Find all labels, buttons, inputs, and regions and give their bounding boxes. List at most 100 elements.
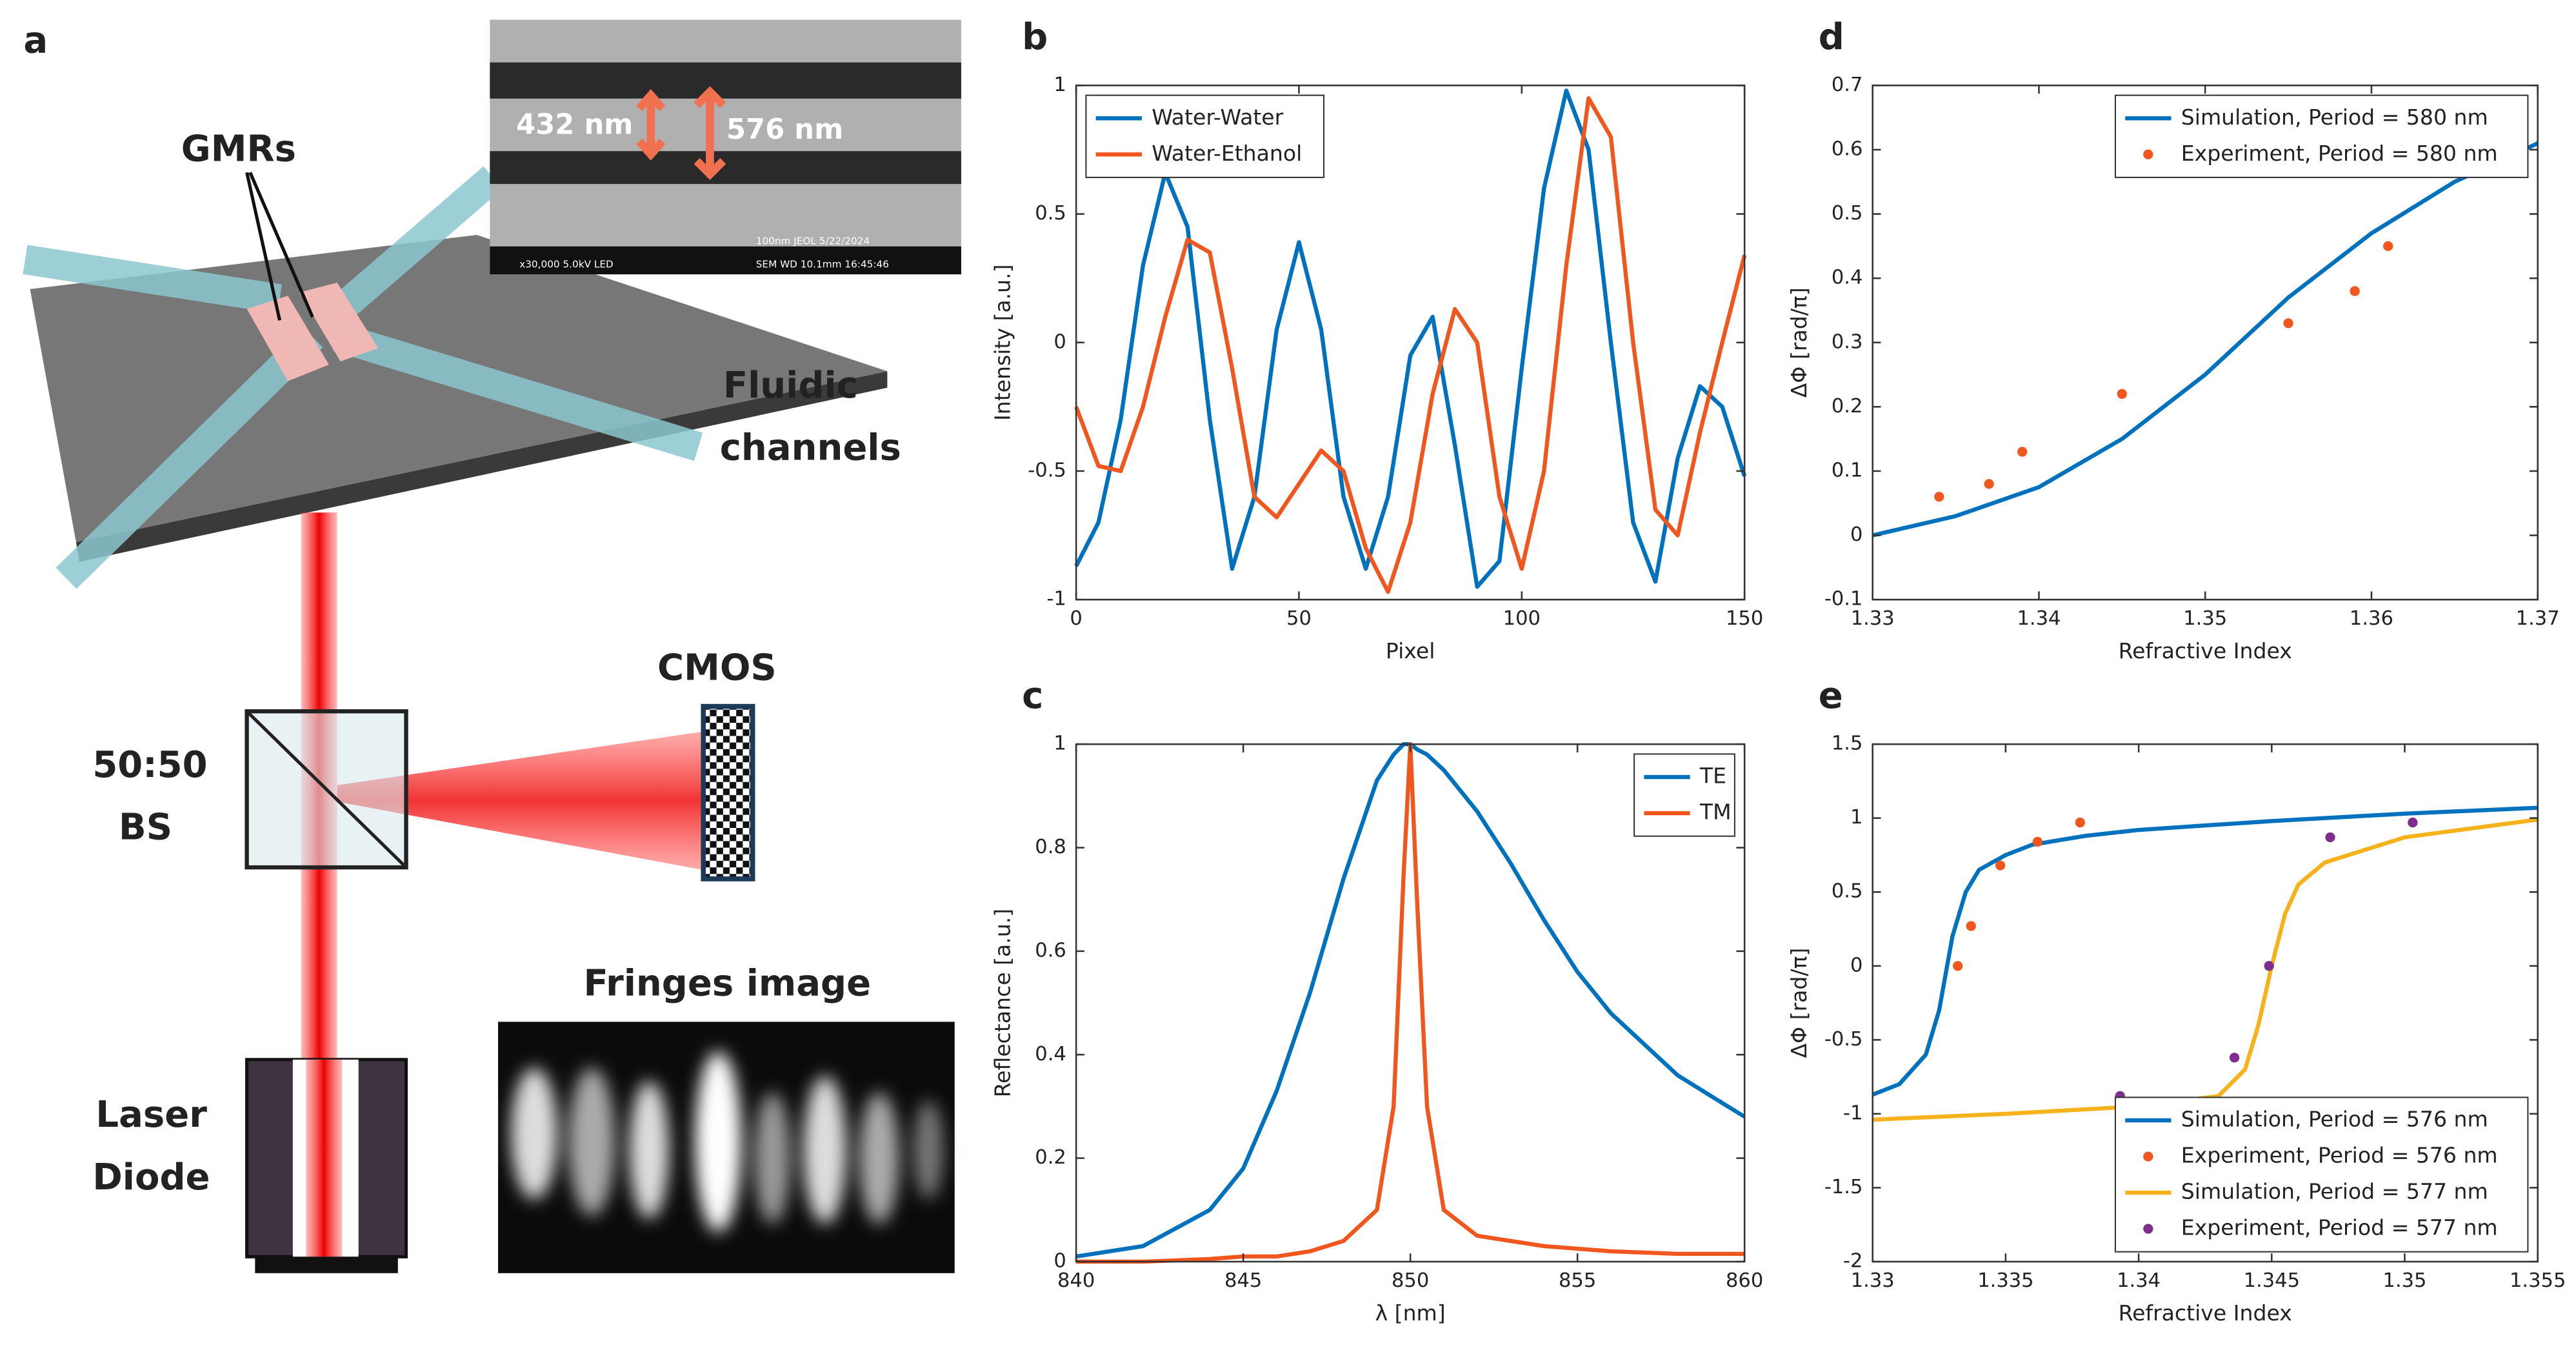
y-tick-label: -1.5: [1824, 1176, 1863, 1198]
x-tick-label: 150: [1726, 607, 1763, 630]
legend: Simulation, Period = 580 nm Experiment, P…: [2114, 94, 2529, 178]
x-tick-label: 1.33: [1851, 607, 1895, 630]
legend-marker: [2143, 149, 2153, 159]
plot: 840 845 850 855 860 0 0.2 0.4 0.6 0.8 1c λ [nm] Refl…: [990, 675, 1764, 1326]
y-tick-label: 1: [1053, 74, 1066, 96]
data-point: [2325, 832, 2335, 843]
plot: 0 50 100 150 -1 -0.5 0 0.5 1b Pixel Intensity [a.u…: [990, 16, 1764, 663]
data-point: [1966, 921, 1976, 931]
arrow: [245, 172, 282, 321]
x-tick-label: 1.34: [2117, 1269, 2161, 1292]
sem-text: x30,000 5.0kV LED: [519, 258, 614, 270]
data-point: [2032, 836, 2043, 847]
legend-label: Water-Ethanol: [1152, 141, 1302, 166]
panel-label: c: [1022, 675, 1043, 717]
y-tick-label: 0.3: [1832, 330, 1863, 353]
x-tick-label: 1.33: [1851, 1269, 1895, 1292]
gmrs-label: GMRs: [181, 128, 296, 170]
data-point: [2383, 241, 2393, 251]
sem-groove: [490, 62, 961, 99]
y-tick-label: 0.8: [1035, 836, 1066, 858]
legend-label: Simulation, Period = 580 nm: [2181, 105, 2488, 130]
legend-marker: [2143, 1224, 2153, 1234]
arrow: [694, 86, 726, 180]
y-tick-label: 0: [1850, 954, 1862, 976]
y-tick-label: 0: [1850, 523, 1862, 546]
x-tick-label: 1.35: [2183, 607, 2227, 630]
fluidic-channels: [23, 166, 703, 589]
axes-background: [1076, 744, 1745, 1262]
sem-image: [490, 19, 961, 275]
axes-box: [1872, 743, 2539, 1263]
x-tick-label: 0: [1070, 607, 1082, 630]
bs-label: BS: [119, 807, 172, 849]
sem-footer: [490, 246, 961, 275]
y-tick-label: 1: [1053, 732, 1066, 755]
y-axis-label: Reflectance [a.u.]: [990, 909, 1015, 1098]
data-point: [1984, 479, 1994, 489]
y-tick-label: 0.7: [1832, 74, 1863, 96]
data-line: [1872, 805, 2538, 1097]
data-point: [2283, 318, 2293, 328]
legend: Simulation, Period = 576 nm Experiment, P…: [2114, 1096, 2529, 1253]
arrow: [248, 172, 314, 318]
data-point: [2264, 961, 2274, 971]
legend-label: Experiment, Period = 577 nm: [2181, 1215, 2498, 1240]
fluidic-label: Fluidic: [723, 365, 858, 407]
y-tick-label: 0.2: [1832, 395, 1863, 418]
y-tick-label: 1.5: [1832, 732, 1863, 755]
chip-edge: [75, 371, 888, 562]
cmos-sensor: [701, 703, 755, 882]
data-line: [1074, 96, 1747, 594]
data-point: [2229, 1053, 2240, 1063]
legend-label: Water-Water: [1152, 105, 1283, 130]
panel-label: e: [1819, 675, 1843, 717]
legend-label: Simulation, Period = 577 nm: [2181, 1179, 2488, 1204]
bs-diagonal: [245, 710, 408, 869]
y-tick-label: 0.1: [1832, 459, 1863, 481]
sem-label: 432 nm: [516, 109, 633, 141]
x-axis-label: Pixel: [1386, 638, 1435, 663]
laser-label: Diode: [92, 1156, 210, 1198]
legend-label: TM: [1699, 800, 1732, 825]
y-tick-label: 0.2: [1035, 1146, 1066, 1169]
x-tick-label: 100: [1503, 607, 1541, 630]
x-tick-label: 1.35: [2382, 1269, 2426, 1292]
y-axis-label: ΔΦ [rad/π]: [1786, 948, 1812, 1058]
sem-text: 100nm JEOL 5/22/2024: [756, 236, 870, 247]
laser-beam: [306, 1059, 343, 1257]
x-tick-label: 860: [1726, 1269, 1763, 1292]
legend-box: [2114, 94, 2529, 178]
y-tick-label: -2: [1843, 1249, 1862, 1272]
legend-box: [1085, 94, 1325, 178]
y-tick-label: 0: [1053, 1249, 1066, 1272]
gmr: [299, 282, 379, 362]
sem-text: SEM WD 10.1mm 16:45:46: [756, 258, 889, 270]
y-tick-label: 1: [1850, 806, 1862, 829]
panel-a: a GMRs Fluidic channels 100nm JEOL 5/22/…: [23, 19, 961, 1273]
x-tick-label: 840: [1057, 1269, 1095, 1292]
x-axis-label: Refractive Index: [2119, 638, 2292, 663]
reflected-beam: [337, 731, 707, 871]
y-tick-label: 0.6: [1035, 939, 1066, 962]
gmr: [246, 296, 329, 381]
y-tick-label: -0.5: [1824, 1028, 1863, 1051]
y-tick-label: -0.5: [1028, 459, 1066, 481]
laser-base: [255, 1256, 398, 1273]
data-point: [1995, 860, 2006, 871]
data-line: [1872, 141, 2539, 538]
y-tick-label: 0.4: [1035, 1043, 1066, 1065]
y-tick-label: 0.4: [1832, 267, 1863, 289]
plot: 1.33 1.34 1.35 1.36 1.37 -0.1 0 0.1 0.2 0.3 0.4 0.5…: [1786, 16, 2559, 663]
sem-groove: [490, 151, 961, 185]
legend-label: TE: [1699, 763, 1726, 789]
fringes-label: Fringes image: [583, 962, 871, 1004]
fluidic-label: channels: [720, 427, 901, 469]
x-tick-label: 855: [1559, 1269, 1596, 1292]
sem-label: 576 nm: [726, 114, 843, 146]
legend-box: [2114, 1096, 2529, 1253]
legend-label: Experiment, Period = 576 nm: [2181, 1143, 2498, 1168]
y-tick-label: 0.5: [1832, 880, 1863, 903]
x-tick-label: 1.345: [2244, 1269, 2300, 1292]
